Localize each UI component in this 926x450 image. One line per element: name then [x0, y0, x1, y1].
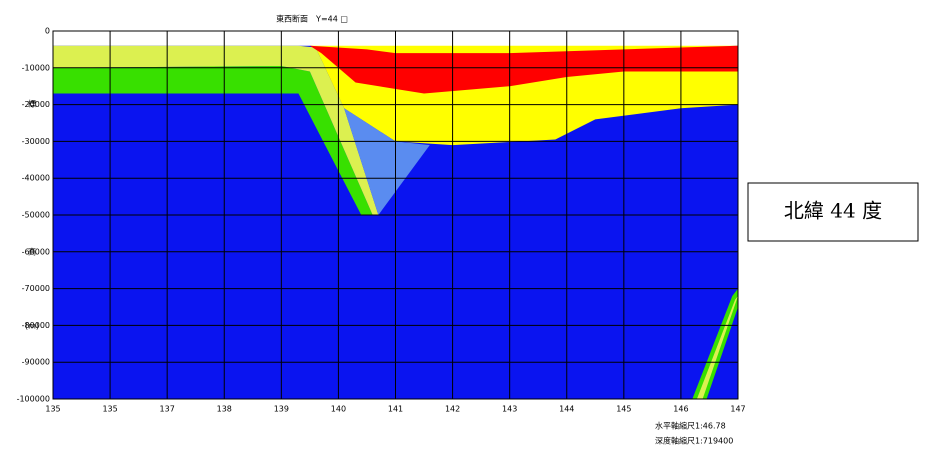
y-tick-label: -40000	[22, 174, 50, 183]
x-tick-label: 139	[274, 405, 289, 414]
y-tick-label: -30000	[22, 137, 50, 146]
scale-note: 水平軸縮尺1:46.78	[655, 421, 726, 431]
y-tick-label: -20000	[22, 100, 50, 109]
y-tick-label: 0	[45, 27, 50, 36]
layer	[53, 65, 373, 216]
x-tick-label: 143	[502, 405, 517, 414]
layer	[53, 45, 379, 215]
layer	[309, 45, 738, 94]
x-tick-label: 135	[45, 405, 60, 414]
y-tick-label: -10000	[22, 63, 50, 72]
chart-title: 東西断面 Y=44 □	[276, 14, 348, 24]
x-tick-label: 145	[616, 405, 631, 414]
annotation-box	[747, 182, 919, 242]
x-tick-label: 138	[217, 405, 232, 414]
x-tick-label: 135	[102, 405, 117, 414]
x-tick-label: 144	[559, 405, 574, 414]
scale-note: 深度軸縮尺1:719400	[655, 436, 733, 446]
x-tick-label: 140	[331, 405, 346, 414]
layer	[344, 108, 430, 215]
y-tick-label: -100000	[17, 395, 50, 404]
x-tick-label: 137	[160, 405, 175, 414]
y-tick-label: -90000	[22, 358, 50, 367]
layer	[696, 295, 738, 399]
x-tick-label: 147	[730, 405, 745, 414]
annotation: 北緯 44 度	[784, 199, 882, 223]
layer	[692, 288, 738, 399]
y-axis-label: (m)	[25, 322, 39, 331]
y-axis-label: 高	[28, 247, 36, 257]
y-tick-label: -70000	[22, 284, 50, 293]
x-tick-label: 146	[673, 405, 688, 414]
x-tick-label: 142	[445, 405, 460, 414]
y-tick-label: -80000	[22, 321, 50, 330]
plot-frame	[52, 30, 739, 400]
y-axis-label: 標	[28, 99, 36, 109]
y-tick-label: -50000	[22, 211, 50, 220]
x-tick-label: 141	[388, 405, 403, 414]
y-tick-label: -60000	[22, 247, 50, 256]
